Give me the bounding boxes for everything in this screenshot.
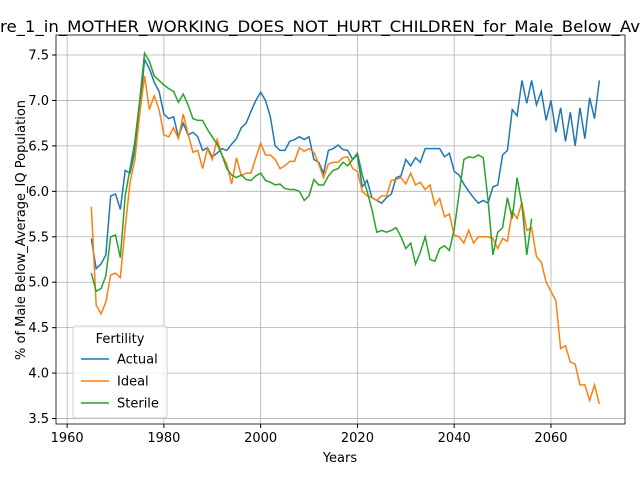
y-tick-label: 6.5 — [28, 139, 49, 154]
legend-title: Fertility — [96, 332, 145, 347]
x-tick-label: 2040 — [438, 431, 471, 446]
x-tick-label: 2020 — [341, 431, 374, 446]
y-tick-label: 3.5 — [28, 412, 49, 427]
y-tick-label: 5.0 — [28, 276, 49, 291]
series-line — [90, 56, 601, 271]
plot-frame — [55, 34, 626, 425]
x-axis-label: Years — [322, 451, 358, 466]
y-tick-label: 7.5 — [28, 48, 49, 63]
x-tick-label: 1980 — [147, 431, 180, 446]
legend-box — [72, 325, 168, 419]
legend-label: Sterile — [117, 397, 159, 412]
y-tick-label: 4.5 — [28, 321, 49, 336]
y-tick-label: 7.0 — [28, 94, 49, 109]
x-tick-label: 2000 — [244, 431, 277, 446]
chart-title: re_1_in_MOTHER_WORKING_DOES_NOT_HURT_CHI… — [0, 17, 640, 37]
x-tick-label: 2060 — [534, 431, 567, 446]
y-tick-label: 4.0 — [28, 367, 49, 382]
x-tick-label: 1960 — [51, 431, 84, 446]
y-tick-label: 5.5 — [28, 230, 49, 245]
series-line — [90, 50, 533, 293]
y-axis-label: % of Male Below_Average_IQ Population — [14, 100, 29, 360]
series-line — [90, 75, 601, 405]
legend-label: Actual — [117, 353, 158, 368]
legend-label: Ideal — [117, 375, 149, 390]
y-tick-label: 6.0 — [28, 185, 49, 200]
